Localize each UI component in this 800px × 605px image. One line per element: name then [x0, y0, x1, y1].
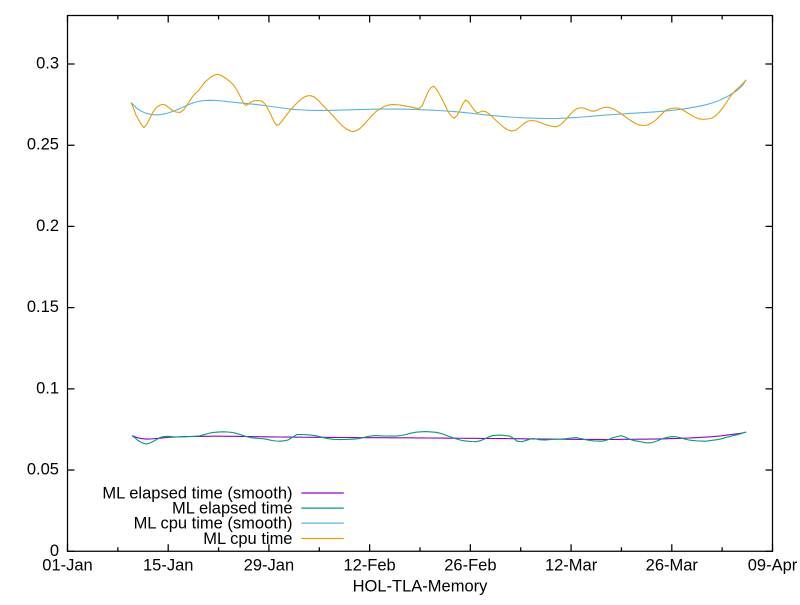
- svg-text:HOL-TLA-Memory: HOL-TLA-Memory: [353, 578, 489, 596]
- svg-text:26-Feb: 26-Feb: [444, 557, 496, 575]
- svg-text:0.25: 0.25: [27, 136, 59, 154]
- svg-text:ML elapsed time: ML elapsed time: [172, 500, 292, 518]
- svg-text:0.1: 0.1: [36, 379, 59, 397]
- svg-text:0: 0: [50, 542, 59, 560]
- svg-text:12-Mar: 12-Mar: [545, 557, 598, 575]
- svg-text:0.2: 0.2: [36, 217, 59, 235]
- svg-text:ML elapsed time (smooth): ML elapsed time (smooth): [102, 485, 292, 503]
- svg-text:0.3: 0.3: [36, 55, 59, 73]
- svg-text:0.05: 0.05: [27, 461, 59, 479]
- svg-text:26-Mar: 26-Mar: [646, 557, 699, 575]
- svg-text:0.15: 0.15: [27, 298, 59, 316]
- svg-text:ML cpu time (smooth): ML cpu time (smooth): [134, 515, 293, 533]
- svg-text:09-Apr: 09-Apr: [748, 557, 798, 575]
- svg-text:01-Jan: 01-Jan: [42, 557, 92, 575]
- svg-text:15-Jan: 15-Jan: [143, 557, 193, 575]
- svg-text:12-Feb: 12-Feb: [343, 557, 395, 575]
- svg-text:29-Jan: 29-Jan: [244, 557, 294, 575]
- svg-text:ML cpu time: ML cpu time: [203, 530, 292, 548]
